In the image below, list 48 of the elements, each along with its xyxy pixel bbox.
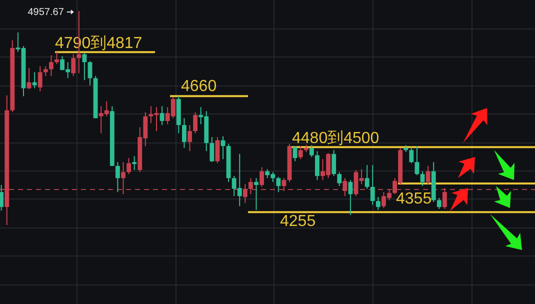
candlestick	[332, 150, 336, 176]
candlestick	[436, 198, 442, 210]
candlestick	[193, 112, 198, 134]
candlestick	[88, 60, 92, 86]
annotation: 4355	[396, 190, 432, 208]
candlestick	[298, 146, 303, 160]
candlestick	[282, 178, 286, 192]
candlestick	[314, 150, 320, 181]
candlestick	[26, 68, 32, 90]
annotation: 4480到4500	[292, 130, 380, 148]
candlestick	[364, 164, 370, 190]
candlestick	[126, 158, 132, 175]
annotation: 4255	[280, 213, 316, 230]
candlestick	[182, 118, 186, 148]
candlestick	[0, 184, 4, 212]
annotation: 4660	[181, 78, 217, 96]
candlestick	[376, 196, 380, 211]
candlestick	[54, 52, 59, 65]
candlestick	[160, 106, 164, 126]
candlestick	[420, 170, 425, 187]
candlestick	[82, 52, 87, 81]
candlestick	[210, 136, 214, 163]
candlestick	[215, 136, 220, 164]
candlestick	[248, 178, 253, 195]
annotation: 4957.67	[28, 7, 64, 18]
candlestick	[309, 144, 314, 158]
candlestick	[260, 166, 264, 188]
candlestick	[132, 156, 137, 170]
candlestick	[409, 146, 414, 164]
candlestick	[242, 184, 248, 204]
candlestick	[342, 178, 348, 197]
candlestick	[414, 146, 420, 176]
candlestick	[292, 146, 298, 162]
candlestick	[48, 54, 54, 77]
candlestick	[337, 172, 342, 187]
candlestick	[254, 178, 258, 211]
candlestick	[426, 165, 430, 185]
candlestick	[32, 72, 37, 89]
candlestick	[71, 54, 76, 77]
candlestick	[370, 164, 375, 206]
candlestick	[188, 124, 192, 152]
candlestick	[38, 66, 42, 92]
candlestick	[121, 162, 126, 195]
candlestick	[348, 180, 353, 216]
candlestick	[43, 66, 48, 77]
candlestick	[442, 187, 447, 210]
candlestick	[115, 162, 120, 193]
candlestick	[276, 176, 281, 193]
